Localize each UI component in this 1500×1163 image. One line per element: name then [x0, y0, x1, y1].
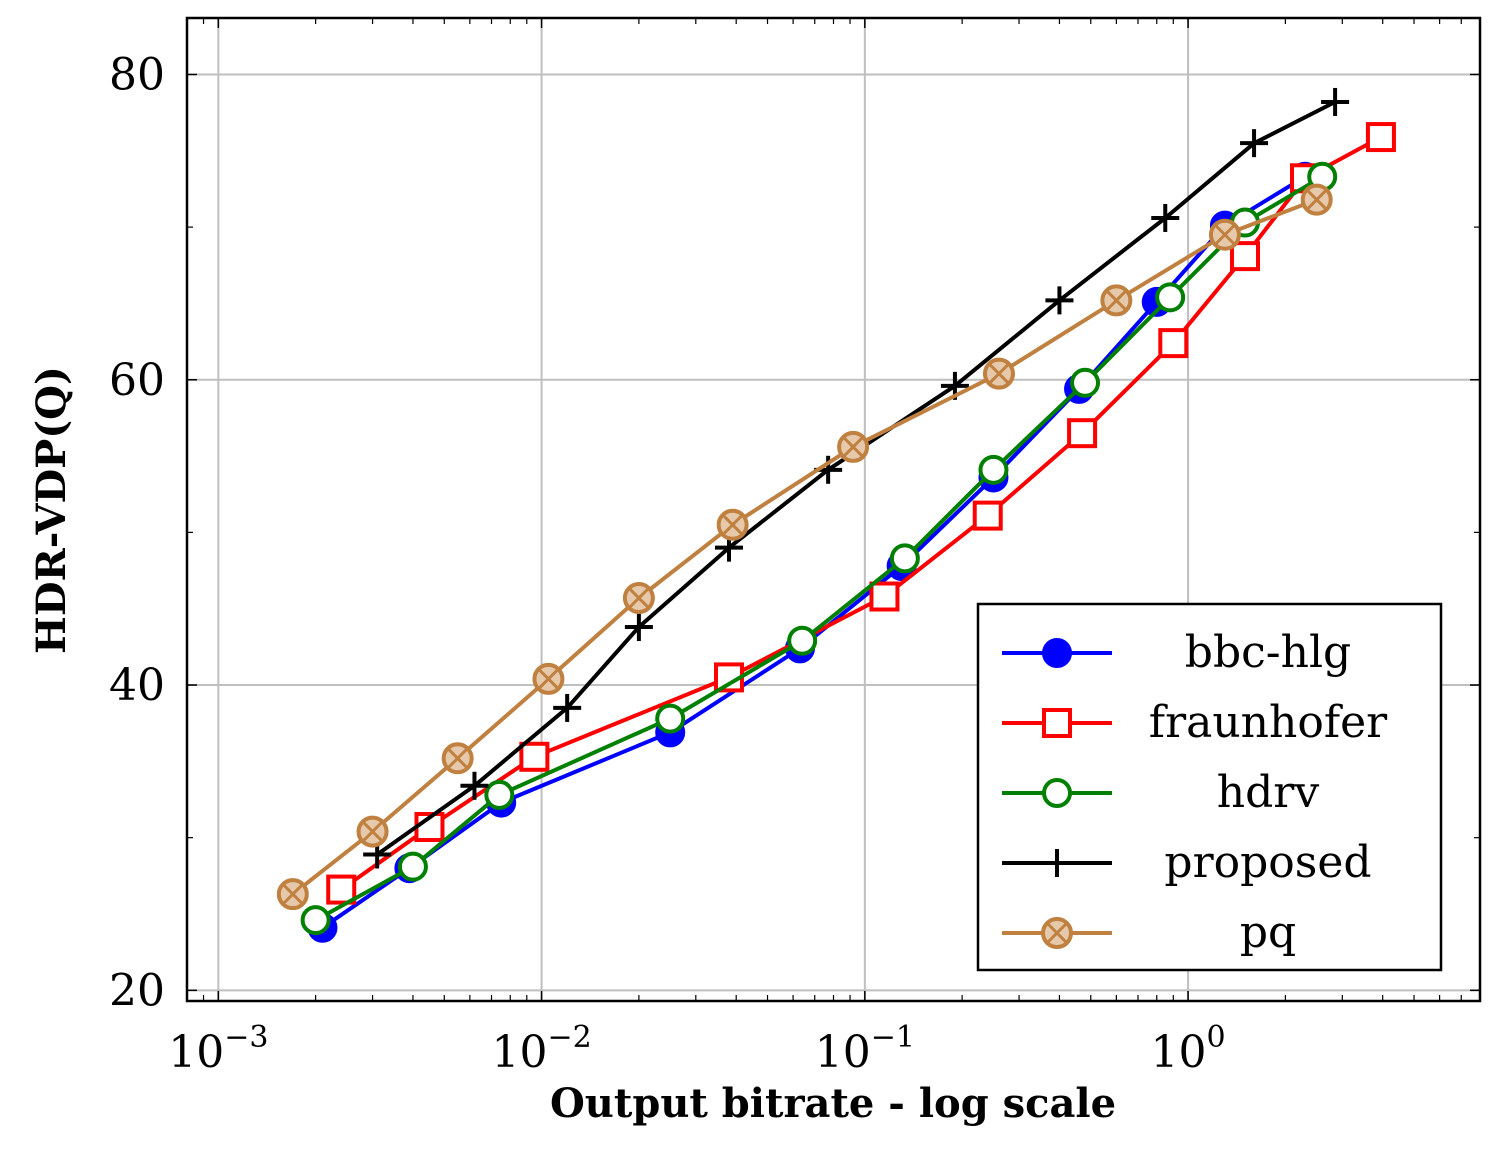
y-tick-labels: 20 40 60 80 — [109, 49, 165, 1016]
legend-marker — [1042, 778, 1072, 808]
legend-item-hdrv: hdrv — [1002, 767, 1319, 818]
marker-stroke — [722, 514, 744, 536]
legend-marker — [1042, 638, 1072, 668]
x-tick-labels: 10−3 10−2 10−1 100 — [168, 1020, 1225, 1078]
y-tick-label: 60 — [109, 355, 165, 406]
marker-stroke — [1046, 922, 1068, 944]
plot-frame — [185, 16, 1482, 1003]
legend-label: bbc-hlg — [1185, 627, 1351, 678]
x-axis-title: Output bitrate - log scale — [550, 1080, 1116, 1127]
data-point-pq — [532, 662, 565, 695]
data-point-proposed — [1045, 286, 1074, 315]
data-point-fraunhofer — [1158, 328, 1189, 359]
y-tick-label: 80 — [109, 49, 165, 100]
data-point-hdrv — [300, 905, 331, 936]
data-point-fraunhofer — [1067, 418, 1098, 449]
data-point-fraunhofer — [972, 500, 1003, 531]
marker-stroke — [537, 668, 559, 690]
data-point-hdrv — [1070, 367, 1101, 398]
marker-stroke — [1105, 289, 1127, 311]
grid — [187, 18, 1480, 1001]
x-tick-label: 100 — [1151, 1020, 1226, 1078]
marker-stroke — [361, 821, 384, 843]
series — [276, 87, 1396, 943]
legend-marker — [1041, 917, 1073, 949]
data-point-pq — [1300, 183, 1333, 216]
data-point-hdrv — [978, 454, 1009, 485]
data-point-hdrv — [1155, 282, 1186, 313]
data-point-proposed — [553, 693, 582, 722]
series-pq — [276, 183, 1333, 911]
x-tick-label: 10−1 — [815, 1020, 915, 1078]
data-point-fraunhofer — [1229, 241, 1260, 272]
y-axis-title: HDR-VDP(Q) — [28, 366, 75, 654]
marker-stroke — [842, 436, 864, 458]
data-point-hdrv — [889, 543, 920, 574]
data-point-fraunhofer — [869, 581, 900, 612]
data-point-fraunhofer — [1365, 122, 1396, 153]
legend-label: fraunhofer — [1149, 697, 1388, 748]
marker-stroke — [447, 747, 469, 769]
data-point-fraunhofer — [326, 874, 357, 905]
data-point-proposed — [1321, 87, 1350, 116]
series-proposed — [363, 87, 1350, 869]
data-point-hdrv — [397, 851, 428, 882]
y-tick-label: 20 — [109, 965, 165, 1016]
legend-item-bbc-hlg: bbc-hlg — [1002, 627, 1351, 678]
marker-stroke — [988, 363, 1010, 385]
legend-marker — [1043, 849, 1071, 877]
data-point-pq — [982, 357, 1015, 390]
data-point-hdrv — [655, 703, 686, 734]
x-tick-label: 10−3 — [168, 1020, 268, 1078]
data-point-pq — [1100, 284, 1133, 317]
data-point-pq — [441, 742, 474, 775]
legend-item-fraunhofer: fraunhofer — [1002, 697, 1388, 748]
data-point-hdrv — [484, 779, 515, 810]
data-point-pq — [356, 815, 389, 848]
legend-label: hdrv — [1217, 767, 1320, 818]
x-tick-label: 10−2 — [491, 1020, 591, 1078]
data-point-pq — [1208, 218, 1241, 251]
data-point-hdrv — [787, 625, 818, 656]
marker-stroke — [282, 883, 304, 905]
data-point-proposed — [460, 771, 489, 800]
legend: bbc-hlg fraunhofer hdrv proposed pq — [976, 602, 1443, 972]
marker-stroke — [1214, 224, 1236, 246]
marker-stroke — [1306, 189, 1328, 211]
data-point-proposed — [624, 613, 653, 642]
marker-stroke — [628, 587, 650, 609]
legend-marker — [1042, 708, 1072, 738]
data-point-fraunhofer — [519, 741, 550, 772]
legend-label: proposed — [1164, 837, 1371, 888]
data-point-proposed — [1240, 129, 1269, 158]
data-point-pq — [837, 430, 870, 463]
data-point-proposed — [1151, 203, 1180, 232]
legend-item-proposed: proposed — [1002, 837, 1372, 888]
legend-item-pq: pq — [1002, 907, 1296, 958]
data-point-pq — [716, 508, 749, 541]
series-hdrv — [300, 161, 1338, 936]
y-tick-label: 40 — [109, 660, 165, 711]
legend-label: pq — [1240, 907, 1296, 958]
data-point-pq — [622, 582, 655, 615]
data-point-pq — [276, 878, 309, 911]
